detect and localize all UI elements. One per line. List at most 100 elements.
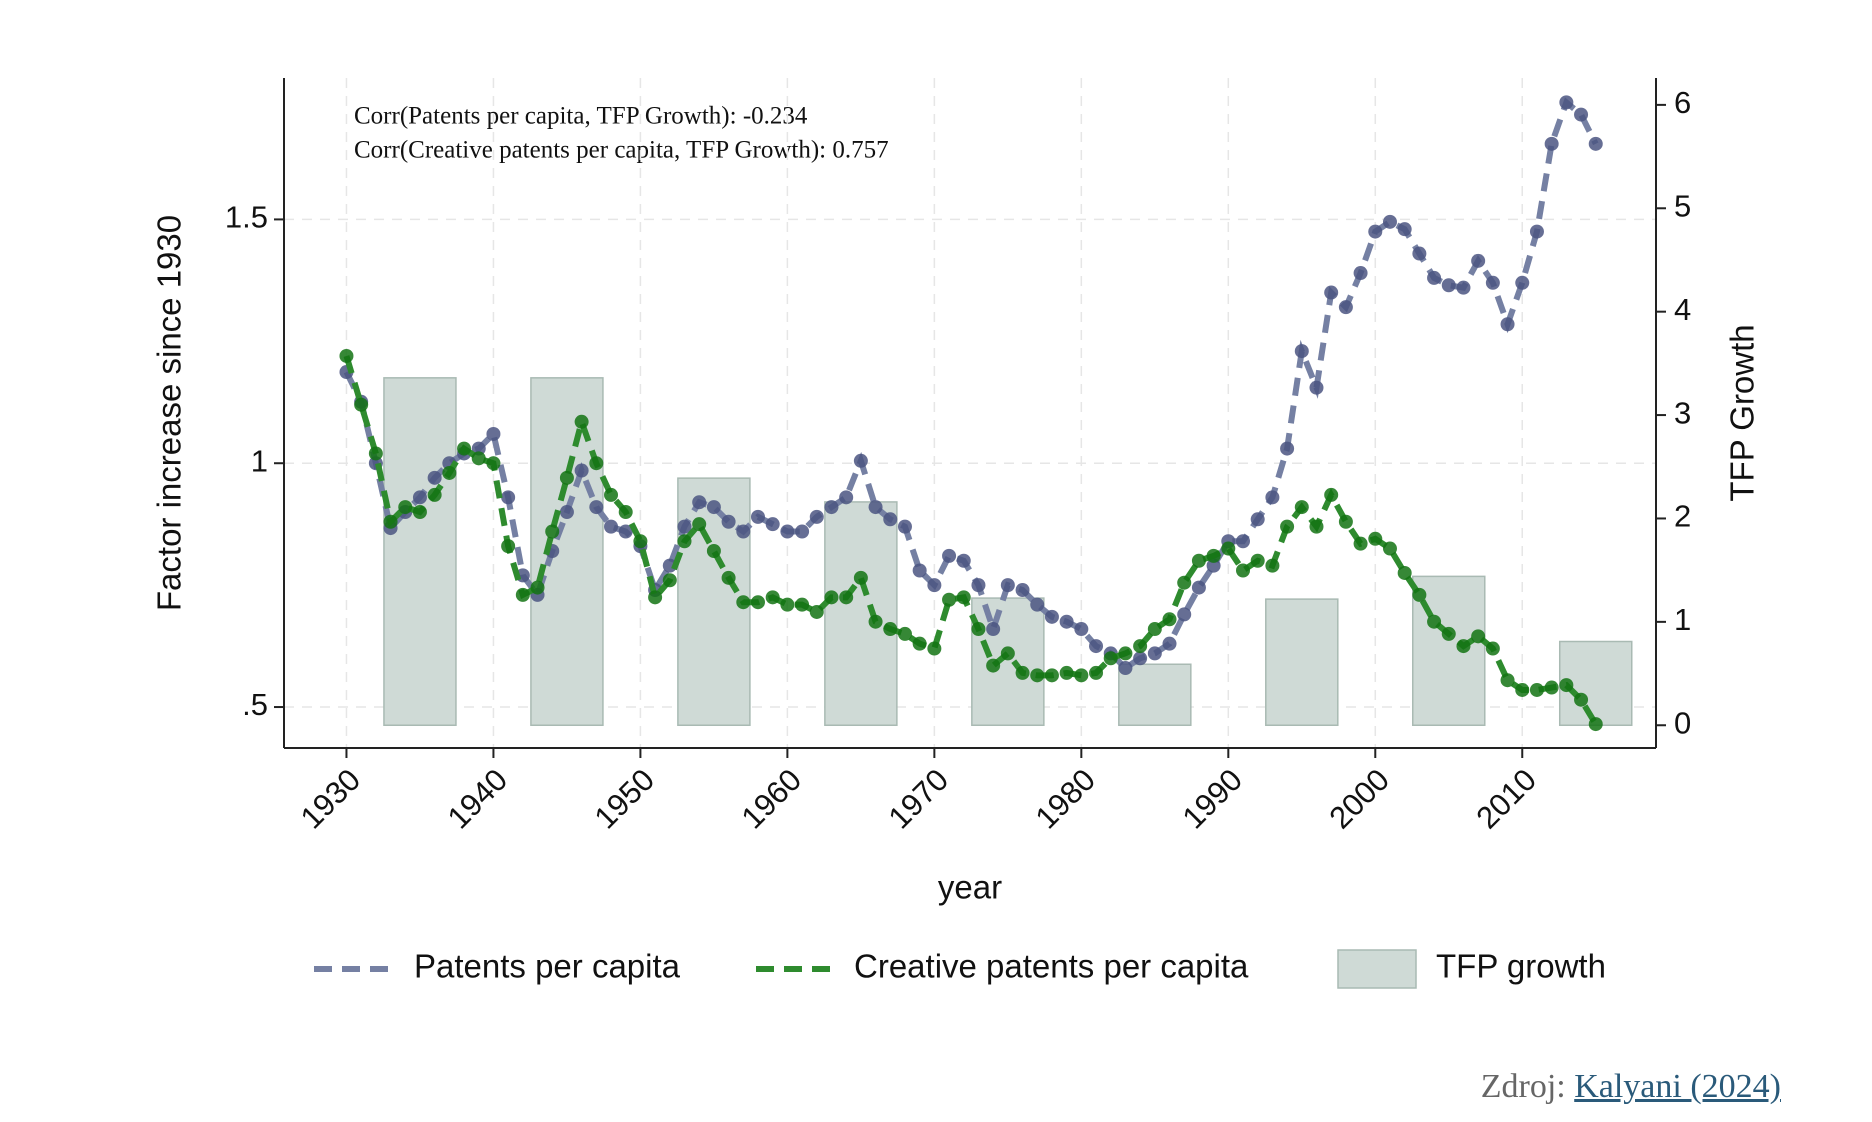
series-point — [868, 614, 883, 629]
series-point — [1309, 519, 1324, 534]
series-point — [1059, 665, 1074, 680]
series-point — [853, 453, 868, 468]
series-point — [942, 592, 957, 607]
series-point — [809, 509, 824, 524]
series-point — [368, 446, 383, 461]
series-point — [1074, 668, 1089, 683]
series-point — [383, 514, 398, 529]
y-tick-label: 1.5 — [225, 200, 268, 235]
series-point — [795, 524, 810, 539]
series-point — [1000, 578, 1015, 593]
bar — [383, 377, 457, 727]
x-tick-label: 1950 — [588, 762, 662, 836]
series-point — [839, 590, 854, 605]
series-point — [457, 441, 472, 456]
source-link[interactable]: Kalyani (2024) — [1574, 1068, 1781, 1105]
series-point — [412, 504, 427, 519]
series-point — [1059, 614, 1074, 629]
x-tick-label: 1960 — [735, 762, 809, 836]
series-point — [427, 487, 442, 502]
series-point — [1015, 665, 1030, 680]
series-point — [618, 524, 633, 539]
series-point — [1236, 534, 1251, 549]
series-point — [1177, 607, 1192, 622]
y2-tick-label: 5 — [1674, 188, 1691, 223]
series-point — [897, 626, 912, 641]
series-point — [633, 534, 648, 549]
series-point — [339, 348, 354, 363]
series-point — [1177, 575, 1192, 590]
series-point — [1044, 668, 1059, 683]
series-point — [574, 414, 589, 429]
y2-tick-label: 6 — [1674, 85, 1691, 120]
series-point — [471, 441, 486, 456]
series-point — [765, 590, 780, 605]
series-point — [839, 490, 854, 505]
series-point — [1162, 612, 1177, 627]
x-tick-label: 1980 — [1029, 762, 1103, 836]
series-point — [1515, 682, 1530, 697]
series-point — [883, 512, 898, 527]
series-point — [971, 622, 986, 637]
series-point — [1353, 266, 1368, 281]
series-point — [692, 495, 707, 510]
legend-label: Patents per capita — [414, 948, 681, 985]
series-point — [618, 504, 633, 519]
series-point — [1338, 300, 1353, 315]
series-point — [912, 563, 927, 578]
series-point — [1441, 278, 1456, 293]
series-point — [662, 573, 677, 588]
series-point — [721, 570, 736, 585]
series-point — [1000, 646, 1015, 661]
series-point — [471, 451, 486, 466]
series-point — [1353, 536, 1368, 551]
series-point — [986, 622, 1001, 637]
source-prefix: Zdroj: — [1480, 1068, 1566, 1105]
series-point — [1412, 246, 1427, 261]
series-point — [1368, 224, 1383, 239]
legend-label: TFP growth — [1436, 948, 1606, 985]
series-point — [706, 500, 721, 515]
bar — [971, 597, 1045, 727]
x-tick-label: 1970 — [882, 762, 956, 836]
series-point — [486, 426, 501, 441]
series-point — [1118, 661, 1133, 676]
y-axis-label: Factor increase since 1930 — [151, 215, 188, 611]
annotation: Corr(Creative patents per capita, TFP Gr… — [354, 137, 889, 164]
series-point — [1147, 622, 1162, 637]
series-point — [442, 465, 457, 480]
series-point — [1397, 565, 1412, 580]
series-point — [559, 470, 574, 485]
series-point — [883, 622, 898, 637]
series-point — [721, 514, 736, 529]
series-point — [1206, 548, 1221, 563]
series-point — [750, 595, 765, 610]
series-point — [1456, 280, 1471, 295]
series-point — [1588, 717, 1603, 732]
series-point — [1397, 222, 1412, 237]
series-point — [692, 517, 707, 532]
series-point — [559, 504, 574, 519]
series-point — [530, 580, 545, 595]
series-point — [765, 517, 780, 532]
series-point — [1368, 531, 1383, 546]
series-point — [1574, 692, 1589, 707]
series-point — [1500, 673, 1515, 688]
source: Zdroj: Kalyani (2024) — [1481, 1068, 1781, 1106]
series-point — [427, 470, 442, 485]
series-point — [750, 509, 765, 524]
series-point — [1191, 580, 1206, 595]
series-line — [343, 355, 1599, 726]
y-tick-label: .5 — [242, 687, 268, 722]
series-point — [1294, 344, 1309, 359]
series-point — [1427, 614, 1442, 629]
series-point — [1265, 558, 1280, 573]
series-point — [1441, 626, 1456, 641]
series-point — [1471, 253, 1486, 268]
series-point — [1280, 441, 1295, 456]
series-point — [1559, 678, 1574, 693]
series-point — [1544, 680, 1559, 695]
series-point — [677, 519, 692, 534]
